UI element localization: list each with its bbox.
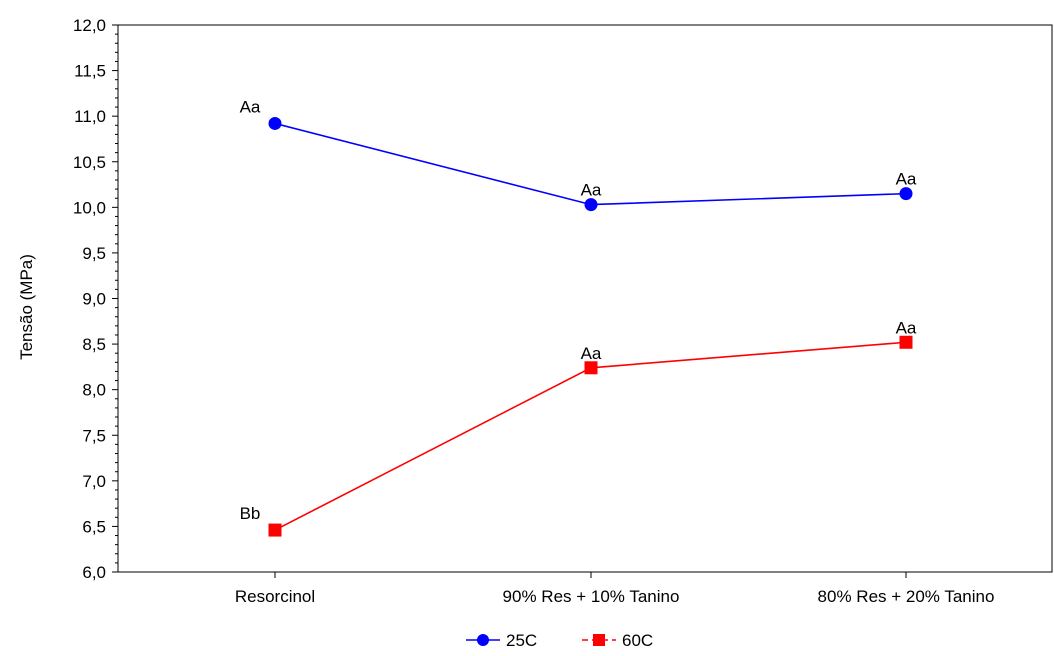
y-axis-label: Tensão (MPa) bbox=[17, 254, 36, 360]
y-tick-label: 7,0 bbox=[82, 472, 106, 491]
legend: 25C 60C bbox=[466, 631, 653, 650]
data-point-60C bbox=[268, 523, 282, 537]
data-point-60C bbox=[899, 335, 913, 349]
legend-label-25C: 25C bbox=[506, 631, 537, 650]
axis-layer bbox=[112, 24, 1053, 578]
data-point-25C bbox=[584, 198, 598, 212]
legend-label-60C: 60C bbox=[622, 631, 653, 650]
x-tick-label: 90% Res + 10% Tanino bbox=[503, 587, 680, 606]
data-annotation: Aa bbox=[896, 318, 917, 337]
y-tick-label: 12,0 bbox=[73, 16, 106, 35]
y-tick-label: 9,0 bbox=[82, 290, 106, 309]
legend-marker-60C bbox=[593, 634, 605, 646]
y-tick-label: 8,5 bbox=[82, 335, 106, 354]
data-annotation: Aa bbox=[896, 170, 917, 189]
y-tick-label: 6,0 bbox=[82, 563, 106, 582]
y-tick-labels: 6,0 6,5 7,0 7,5 8,0 8,5 9,0 9,5 10,0 10,5 11,0 11,5… bbox=[73, 16, 106, 582]
data-point-25C bbox=[268, 116, 282, 130]
y-tick-label: 10,5 bbox=[73, 153, 106, 172]
data-point-25C bbox=[899, 187, 913, 201]
x-tick-label: Resorcinol bbox=[235, 587, 315, 606]
plot-frame bbox=[117, 24, 1053, 573]
legend-marker-25C bbox=[477, 634, 489, 646]
y-tick-label: 6,5 bbox=[82, 517, 106, 536]
data-point-60C bbox=[584, 361, 598, 375]
series-layer: Aa Aa Aa Bb Aa Aa bbox=[240, 97, 917, 537]
data-annotation: Bb bbox=[240, 504, 261, 523]
y-tick-label: 11,0 bbox=[74, 107, 106, 126]
x-tick-labels: Resorcinol 90% Res + 10% Tanino 80% Res + … bbox=[235, 587, 995, 606]
y-tick-label: 10,0 bbox=[73, 198, 106, 217]
data-annotation: Aa bbox=[581, 181, 602, 200]
x-tick-label: 80% Res + 20% Tanino bbox=[818, 587, 995, 606]
y-tick-label: 8,0 bbox=[82, 381, 106, 400]
y-tick-label: 11,5 bbox=[74, 62, 106, 81]
data-annotation: Aa bbox=[581, 344, 602, 363]
y-tick-label: 7,5 bbox=[82, 426, 106, 445]
y-tick-label: 9,5 bbox=[82, 244, 106, 263]
data-annotation: Aa bbox=[240, 97, 261, 116]
